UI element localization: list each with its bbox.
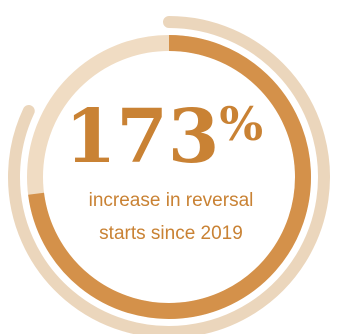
stat-caption-line1: increase in reversal	[89, 190, 254, 211]
stat-value: 173%	[65, 94, 263, 180]
inner-progress-arc	[28, 35, 311, 319]
outer-progress-arc	[8, 16, 330, 334]
stat-unit: %	[219, 97, 263, 151]
stat-caption-line2: starts since 2019	[99, 223, 243, 244]
stat-number: 173	[65, 94, 219, 180]
